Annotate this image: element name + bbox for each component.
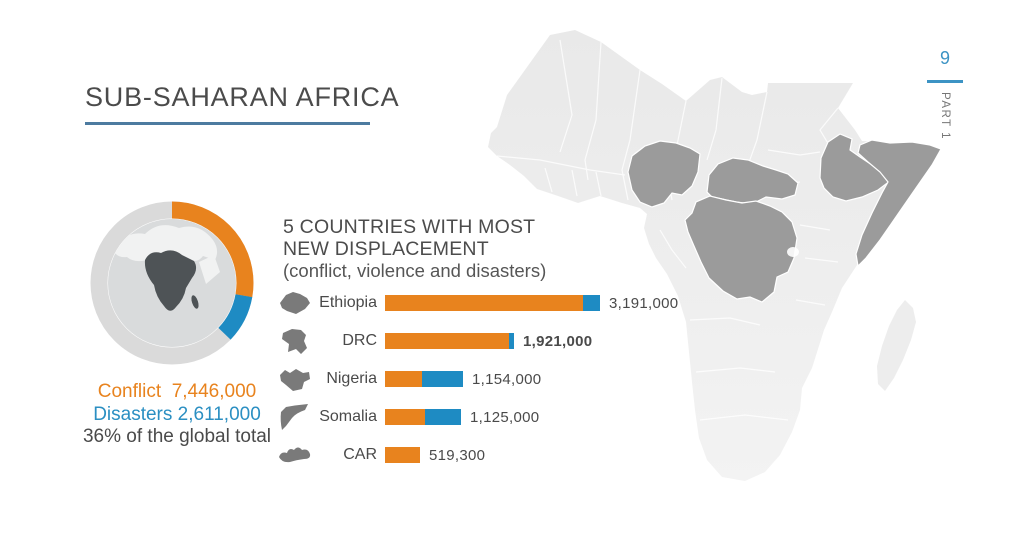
donut-arc-conflict bbox=[90, 201, 254, 365]
bar-segment-conflict bbox=[385, 409, 425, 425]
bar-label: Ethiopia bbox=[319, 294, 377, 311]
map-lake-victoria bbox=[787, 247, 799, 257]
globe-madagascar bbox=[191, 295, 199, 309]
globe-donut-icon bbox=[90, 201, 254, 365]
page-marker-line bbox=[927, 80, 963, 83]
bar-segment-disasters bbox=[425, 409, 461, 425]
map-country-drc bbox=[684, 195, 798, 303]
page-number: 9 bbox=[939, 48, 950, 68]
map-country-nigeria bbox=[627, 140, 701, 208]
bar-segment-disasters bbox=[422, 371, 463, 387]
conflict-value: 7,446,000 bbox=[171, 381, 257, 402]
globe-africa-landmass bbox=[144, 250, 197, 311]
bar-rows: Ethiopia 3,191,000 DRC 1,921,000 bbox=[277, 284, 678, 474]
disasters-total: Disasters 2,611,000 bbox=[37, 404, 317, 427]
chart-title-line1: 5 COUNTRIES WITH MOST bbox=[283, 216, 536, 238]
chart-title: 5 COUNTRIES WITH MOST NEW DISPLACEMENT bbox=[277, 216, 678, 260]
top5-bar-chart: 5 COUNTRIES WITH MOST NEW DISPLACEMENT (… bbox=[277, 216, 678, 474]
part-label: PART 1 bbox=[939, 92, 951, 140]
page-title: SUB-SAHARAN AFRICA bbox=[85, 82, 400, 112]
bar-row: DRC 1,921,000 bbox=[277, 322, 678, 360]
conflict-label: Conflict bbox=[97, 381, 162, 402]
bar-value: 1,154,000 bbox=[472, 370, 542, 388]
bar-row: CAR 519,300 bbox=[277, 436, 678, 474]
bar-row: Nigeria 1,154,000 bbox=[277, 360, 678, 398]
bar-segment-disasters bbox=[583, 295, 600, 311]
map-country-somalia bbox=[855, 139, 942, 268]
chart-title-line2: NEW DISPLACEMENT bbox=[283, 238, 489, 260]
bar-value: 3,191,000 bbox=[609, 294, 679, 312]
globe-arabia-landmass bbox=[199, 255, 220, 284]
donut-arc-disasters bbox=[90, 201, 254, 365]
bar-segment-conflict bbox=[385, 447, 420, 463]
title-block: SUB-SAHARAN AFRICA bbox=[85, 82, 399, 125]
drc-map-icon bbox=[277, 327, 313, 355]
bar-segment-conflict bbox=[385, 371, 422, 387]
page-marker: 9 PART 1 bbox=[924, 48, 966, 145]
bar-row: Ethiopia 3,191,000 bbox=[277, 284, 678, 322]
bar-value: 519,300 bbox=[429, 446, 486, 464]
bar-value: 1,921,000 bbox=[523, 332, 593, 350]
global-share: 36% of the global total bbox=[82, 426, 272, 447]
bar bbox=[385, 447, 420, 463]
bar-segment-conflict bbox=[385, 333, 509, 349]
chart-subtitle: (conflict, violence and disasters) bbox=[283, 260, 547, 281]
bar bbox=[385, 371, 463, 387]
disasters-label: Disasters bbox=[93, 403, 173, 425]
bar-label: Somalia bbox=[319, 408, 377, 425]
conflict-total: Conflict 7,446,000 bbox=[37, 381, 317, 404]
somalia-map-icon bbox=[277, 403, 313, 431]
bar-segment-conflict bbox=[385, 295, 583, 311]
nigeria-map-icon bbox=[277, 365, 313, 393]
ethiopia-map-icon bbox=[277, 290, 313, 316]
bar-label: CAR bbox=[343, 446, 377, 463]
disasters-value: 2,611,000 bbox=[177, 403, 261, 425]
bar-label: DRC bbox=[342, 332, 377, 349]
bar-label: Nigeria bbox=[326, 370, 377, 387]
car-map-icon bbox=[277, 444, 313, 466]
map-madagascar bbox=[877, 300, 916, 391]
donut-globe-chart bbox=[87, 198, 257, 373]
bar bbox=[385, 295, 600, 311]
bar bbox=[385, 333, 514, 349]
bar-segment-disasters bbox=[509, 333, 514, 349]
map-highlighted-countries bbox=[627, 133, 942, 303]
bar-value: 1,125,000 bbox=[470, 408, 540, 426]
title-underline bbox=[85, 122, 370, 125]
africa-map bbox=[488, 30, 942, 481]
bar-row: Somalia 1,125,000 bbox=[277, 398, 678, 436]
bar bbox=[385, 409, 461, 425]
globe-eurasia-landmass bbox=[115, 225, 218, 263]
donut-legend: Conflict 7,446,000 Disasters 2,611,000 3… bbox=[37, 381, 317, 449]
